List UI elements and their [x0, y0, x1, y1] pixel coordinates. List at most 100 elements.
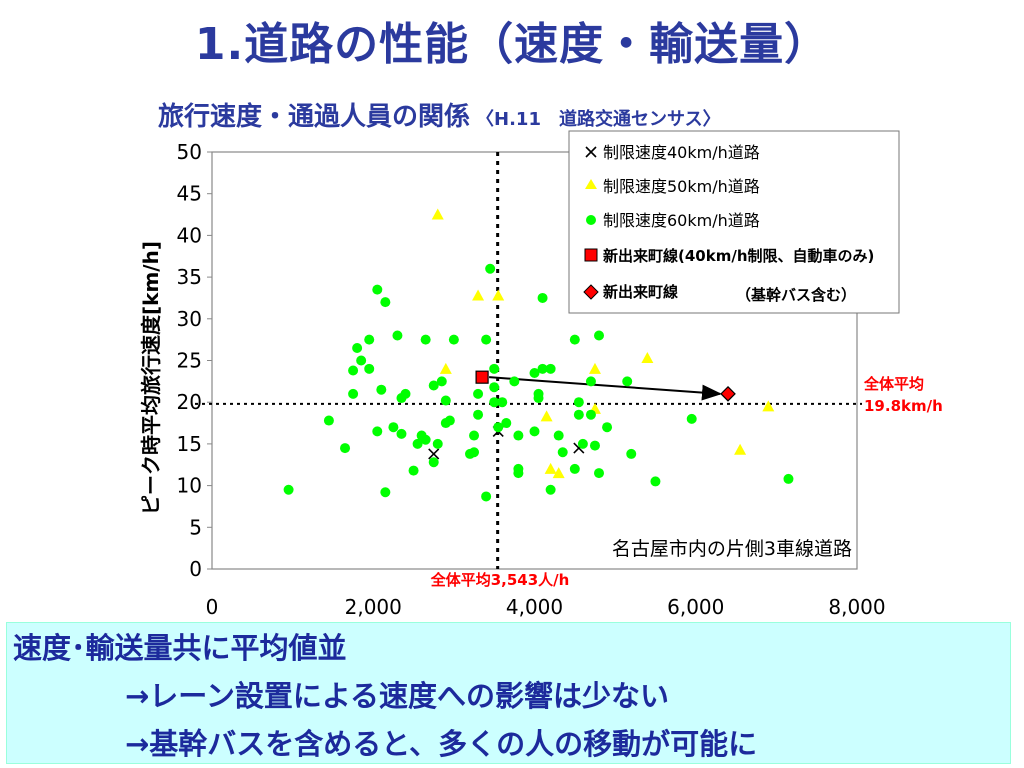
x-tick-label: 0 — [206, 595, 219, 619]
point-60kmh — [412, 438, 423, 449]
point-60kmh — [513, 430, 524, 441]
point-60kmh — [473, 388, 484, 399]
legend-square-marker — [584, 248, 598, 262]
point-50kmh — [492, 289, 505, 301]
y-tick-label: 0 — [189, 557, 202, 581]
y-tick-label: 45 — [177, 182, 202, 206]
point-60kmh — [372, 426, 383, 437]
y-tick-label: 40 — [177, 223, 202, 247]
data-points — [283, 208, 794, 502]
point-60kmh — [444, 415, 455, 426]
point-60kmh — [485, 263, 496, 274]
point-60kmh — [481, 491, 492, 502]
inner-label-box — [528, 532, 856, 568]
point-60kmh — [436, 376, 447, 387]
point-shindeki-bus — [720, 386, 736, 402]
point-60kmh — [408, 465, 419, 476]
point-50kmh — [641, 351, 654, 363]
point-60kmh — [626, 448, 637, 459]
point-60kmh — [428, 457, 439, 468]
point-60kmh — [481, 334, 492, 345]
legend-item-shindeki-bus: 新出来町線 （基幹バス含む） — [583, 283, 856, 304]
y-tick-label: 10 — [177, 474, 202, 498]
point-60kmh — [420, 434, 431, 445]
point-60kmh — [573, 397, 584, 408]
point-60kmh — [577, 438, 588, 449]
point-60kmh — [545, 484, 556, 495]
point-50kmh — [472, 289, 485, 301]
conclusion-line-2: →レーン設置による速度への影響は少ない — [125, 679, 669, 713]
y-tick-label: 5 — [189, 515, 202, 539]
point-60kmh — [509, 376, 520, 387]
point-60kmh — [569, 334, 580, 345]
subtitle-text: 旅行速度・通過人員の関係 — [158, 102, 471, 132]
point-60kmh — [493, 422, 504, 433]
point-60kmh — [356, 355, 367, 366]
point-60kmh — [501, 418, 512, 429]
point-60kmh — [340, 443, 351, 454]
point-60kmh — [376, 384, 387, 395]
point-60kmh — [545, 363, 556, 374]
point-60kmh — [283, 484, 294, 495]
point-60kmh — [432, 438, 443, 449]
avg-volume-label: 全体平均3,543人/h — [430, 571, 570, 589]
legend-item-40: 制限速度40km/h道路 — [585, 143, 760, 162]
point-50kmh — [544, 462, 557, 474]
y-tick-label: 50 — [177, 140, 202, 164]
conclusion-box: 速度･輸送量共に平均値並 →レーン設置による速度への影響は少ない →基幹バスを含… — [6, 622, 1011, 764]
point-50kmh — [431, 208, 444, 220]
point-60kmh — [529, 426, 540, 437]
x-axis: 0 2,000 4,000 6,000 8,000 — [206, 595, 886, 619]
point-60kmh — [533, 388, 544, 399]
point-60kmh — [420, 334, 431, 345]
point-60kmh — [686, 413, 697, 424]
point-60kmh — [594, 330, 604, 341]
point-60kmh — [364, 363, 375, 374]
x-tick-label: 8,000 — [828, 595, 885, 619]
subtitle-note: 〈H.11 道路交通センサス〉 — [476, 109, 721, 130]
point-60kmh — [448, 334, 459, 345]
point-60kmh — [622, 376, 633, 387]
legend-label-shindeki-bus: 新出来町線 — [603, 283, 678, 301]
point-60kmh — [589, 440, 600, 451]
point-60kmh — [594, 468, 604, 479]
point-50kmh — [588, 362, 601, 374]
point-60kmh — [400, 388, 411, 399]
point-shindeki-car — [475, 370, 489, 384]
point-60kmh — [396, 428, 407, 439]
point-60kmh — [469, 447, 480, 458]
point-60kmh — [352, 342, 363, 353]
point-60kmh — [489, 363, 500, 374]
point-60kmh — [364, 334, 375, 345]
point-60kmh — [513, 468, 524, 479]
legend-item-50: 制限速度50km/h道路 — [585, 177, 760, 196]
conclusion-line-1: 速度･輸送量共に平均値並 — [13, 631, 347, 665]
y-tick-label: 25 — [177, 349, 202, 373]
point-60kmh — [392, 330, 403, 341]
point-60kmh — [585, 376, 596, 387]
point-50kmh — [552, 467, 565, 479]
legend-triangle-marker — [585, 179, 597, 189]
point-50kmh — [540, 410, 553, 422]
point-60kmh — [348, 388, 359, 399]
legend-label-50: 制限速度50km/h道路 — [603, 177, 760, 196]
point-60kmh — [529, 368, 540, 379]
x-tick-label: 6,000 — [667, 595, 724, 619]
point-60kmh — [650, 476, 661, 487]
point-60kmh — [497, 397, 508, 408]
change-arrow — [489, 376, 722, 401]
legend-item-60: 制限速度60km/h道路 — [586, 211, 760, 230]
point-60kmh — [602, 422, 613, 433]
point-60kmh — [585, 409, 596, 420]
point-60kmh — [553, 430, 564, 441]
legend-box — [568, 130, 900, 314]
point-60kmh — [557, 447, 568, 458]
page-title: 1.道路の性能（速度・輸送量） — [194, 19, 830, 70]
legend-note-shindeki-bus: （基幹バス含む） — [736, 286, 856, 304]
conclusion-line-3: →基幹バスを含めると、多くの人の移動が可能に — [125, 727, 758, 761]
legend-item-shindeki-car: 新出来町線(40km/h制限、自動車のみ) — [584, 247, 874, 265]
x-tick-label: 4,000 — [506, 595, 563, 619]
inner-label: 名古屋市内の片側3車線道路 — [612, 538, 852, 560]
y-axis: 0 5 10 15 20 25 30 35 40 45 50 — [177, 140, 212, 581]
